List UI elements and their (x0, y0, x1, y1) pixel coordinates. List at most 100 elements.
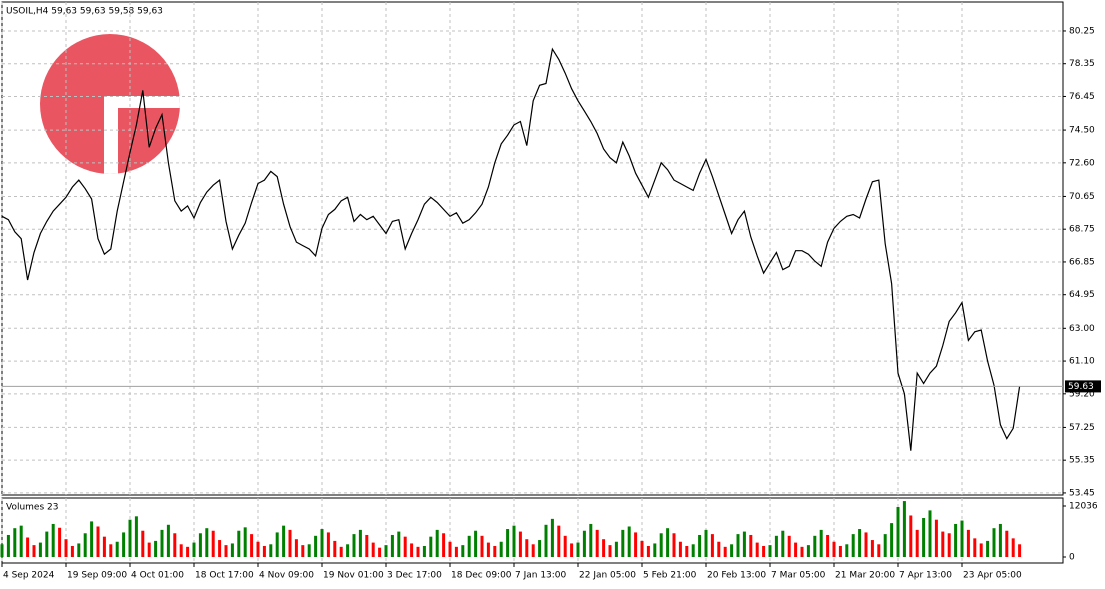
volume-bar (1011, 538, 1015, 557)
y-tick-label: 72.60 (1069, 158, 1095, 168)
volume-bar (979, 543, 983, 557)
volume-bar (205, 528, 209, 557)
volume-bar (627, 526, 631, 557)
volume-bar (890, 523, 894, 557)
volume-bar (698, 534, 702, 557)
volume-bar (166, 524, 170, 557)
volume-bar (704, 529, 708, 557)
volume-bar (826, 534, 830, 557)
y-tick-label: 68.75 (1069, 225, 1095, 235)
volume-bar (45, 531, 49, 557)
volume-bar (70, 545, 74, 557)
volume-bar (211, 530, 215, 557)
volume-bar (672, 533, 676, 557)
volume-bar (941, 531, 945, 557)
volume-bar (755, 542, 759, 557)
volume-bar (77, 543, 81, 557)
volume-bar (563, 535, 567, 557)
volume-bar (928, 510, 932, 557)
last-price-label: 59.63 (1068, 382, 1094, 392)
volume-bar (192, 542, 196, 557)
volume-bar (550, 518, 554, 557)
y-tick-label: 74.50 (1069, 126, 1095, 136)
volume-bar (0, 544, 4, 557)
volume-bar (589, 523, 593, 557)
chart-title: USOIL,H4 59,63 59,63 59,58 59,63 (6, 7, 163, 17)
volume-bar (723, 546, 727, 557)
volume-bar (749, 534, 753, 557)
volume-bar (422, 545, 426, 557)
volume-bar (13, 528, 17, 557)
volume-bar (262, 545, 266, 557)
volume-bar (397, 531, 401, 557)
volume-bar (282, 525, 286, 557)
volume-bar (154, 540, 158, 557)
y-tick-label: 80.25 (1069, 26, 1095, 36)
volume-bar (512, 525, 516, 557)
x-tick-label: 18 Oct 17:00 (195, 571, 254, 581)
volume-bar (819, 529, 823, 557)
volume-bar (109, 544, 113, 557)
volume-bar (864, 532, 868, 557)
volume-bar (224, 545, 228, 557)
volume-bar (64, 539, 68, 557)
x-tick-label: 19 Nov 01:00 (323, 571, 384, 581)
last-price-box (1065, 380, 1101, 393)
volume-bar (173, 533, 177, 557)
volume-bar (570, 543, 574, 557)
x-tick-label: 5 Feb 21:00 (643, 571, 697, 581)
volume-bar (378, 547, 382, 557)
volume-bar (576, 542, 580, 557)
volume-bar (947, 533, 951, 557)
volume-bar (275, 532, 279, 557)
volume-bar (352, 534, 356, 557)
volume-bar (371, 542, 375, 557)
volume-bar (646, 545, 650, 557)
x-tick-label: 7 Jan 13:00 (515, 571, 567, 581)
volume-bar (6, 534, 10, 557)
volume-bar (467, 535, 471, 557)
volume-bar (602, 539, 606, 557)
volume-bar (621, 529, 625, 557)
volume-bar (141, 530, 145, 557)
volume-bar (365, 534, 369, 557)
volume-bar (531, 544, 535, 557)
x-tick-label: 4 Nov 09:00 (259, 571, 314, 581)
volume-bar (1018, 544, 1022, 557)
volume-bar (486, 542, 490, 557)
volume-bar (480, 535, 484, 557)
volume-bar (851, 534, 855, 557)
volume-bar (38, 542, 42, 557)
volume-bar (442, 533, 446, 557)
volume-bar (781, 530, 785, 557)
y-tick-label: 63.00 (1069, 324, 1095, 334)
x-tick-label: 19 Sep 09:00 (67, 571, 127, 581)
y-tick-label: 76.45 (1069, 92, 1095, 102)
volume-bar (474, 530, 478, 557)
volume-bar (403, 536, 407, 557)
volume-bar (666, 528, 670, 557)
x-tick-label: 22 Jan 05:00 (579, 571, 636, 581)
y-tick-label: 78.35 (1069, 59, 1095, 69)
volume-bar (506, 529, 510, 557)
volume-bar (922, 518, 926, 557)
volume-title: Volumes 23 (6, 503, 58, 513)
y-tick-label: 55.35 (1069, 456, 1095, 466)
volume-bar (787, 535, 791, 557)
volume-bar (83, 533, 87, 557)
x-tick-label: 7 Mar 05:00 (771, 571, 826, 581)
volume-bar (333, 540, 337, 557)
volume-bar (454, 546, 458, 557)
logo (40, 34, 180, 174)
volume-tick-label: 12036 (1069, 502, 1098, 512)
volume-bar (998, 523, 1002, 557)
volume-bar (538, 540, 542, 557)
volume-bar (243, 527, 247, 557)
volume-bar (288, 529, 292, 557)
volume-bar (160, 529, 164, 557)
volume-bar (915, 529, 919, 557)
volume-bar (294, 539, 298, 557)
volume-bar (90, 521, 94, 557)
volume-bar (429, 536, 433, 557)
